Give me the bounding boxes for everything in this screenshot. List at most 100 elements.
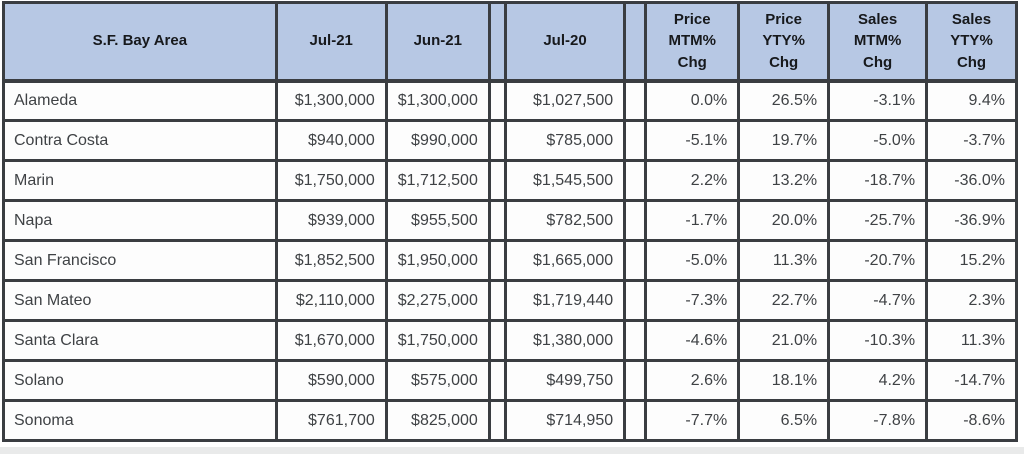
table-row: Sonoma $761,700 $825,000 $714,950 -7.7% … <box>2 399 1018 442</box>
price-mtm-cell: -7.7% <box>644 399 741 442</box>
spacer-cell <box>623 399 648 442</box>
col-header-spacer <box>487 1 507 83</box>
spacer-cell <box>623 199 648 242</box>
price-yty-cell: 18.1% <box>737 359 831 402</box>
price-yty-cell: 20.0% <box>737 199 831 242</box>
region-cell: San Francisco <box>2 239 278 282</box>
page-bottom-strip <box>0 447 1024 454</box>
price-mtm-cell: 2.6% <box>644 359 741 402</box>
jul20-cell: $1,380,000 <box>503 319 627 362</box>
price-mtm-cell: -5.1% <box>644 119 741 162</box>
col-header-jul20: Jul-20 <box>503 1 627 83</box>
price-yty-cell: 11.3% <box>737 239 831 282</box>
jun21-cell: $1,750,000 <box>384 319 491 362</box>
spacer-cell <box>487 359 507 402</box>
jul20-cell: $1,719,440 <box>503 279 627 322</box>
price-mtm-cell: -5.0% <box>644 239 741 282</box>
col-header-spacer <box>623 1 648 83</box>
spacer-cell <box>623 319 648 362</box>
spacer-cell <box>623 279 648 322</box>
price-mtm-cell: -7.3% <box>644 279 741 322</box>
spacer-cell <box>487 159 507 202</box>
table-row: Contra Costa $940,000 $990,000 $785,000 … <box>2 119 1018 162</box>
spacer-cell <box>623 239 648 282</box>
col-header-sales-mtm: Sales MTM% Chg <box>827 1 929 83</box>
region-cell: Santa Clara <box>2 319 278 362</box>
region-cell: Alameda <box>2 79 278 122</box>
col-header-price-yty: Price YTY% Chg <box>737 1 831 83</box>
jul21-cell: $1,300,000 <box>274 79 388 122</box>
jun21-cell: $1,712,500 <box>384 159 491 202</box>
sales-yty-cell: -14.7% <box>925 359 1018 402</box>
region-cell: Marin <box>2 159 278 202</box>
jul21-cell: $940,000 <box>274 119 388 162</box>
sales-yty-cell: -36.9% <box>925 199 1018 242</box>
sales-yty-cell: 9.4% <box>925 79 1018 122</box>
spacer-cell <box>623 359 648 402</box>
price-yty-cell: 22.7% <box>737 279 831 322</box>
jul20-cell: $714,950 <box>503 399 627 442</box>
jul21-cell: $1,670,000 <box>274 319 388 362</box>
jul21-cell: $761,700 <box>274 399 388 442</box>
jun21-cell: $1,300,000 <box>384 79 491 122</box>
region-cell: Sonoma <box>2 399 278 442</box>
region-cell: Napa <box>2 199 278 242</box>
sales-yty-cell: 2.3% <box>925 279 1018 322</box>
jul20-cell: $1,545,500 <box>503 159 627 202</box>
col-header-price-mtm: Price MTM% Chg <box>644 1 741 83</box>
jun21-cell: $1,950,000 <box>384 239 491 282</box>
table-row: Alameda $1,300,000 $1,300,000 $1,027,500… <box>2 79 1018 122</box>
jul20-cell: $1,027,500 <box>503 79 627 122</box>
price-yty-cell: 6.5% <box>737 399 831 442</box>
jul21-cell: $1,750,000 <box>274 159 388 202</box>
spacer-cell <box>487 319 507 362</box>
jul21-cell: $1,852,500 <box>274 239 388 282</box>
jul21-cell: $939,000 <box>274 199 388 242</box>
sales-yty-cell: 15.2% <box>925 239 1018 282</box>
price-mtm-cell: 2.2% <box>644 159 741 202</box>
col-header-region: S.F. Bay Area <box>2 1 278 83</box>
table-body: Alameda $1,300,000 $1,300,000 $1,027,500… <box>2 79 1018 442</box>
jul21-cell: $590,000 <box>274 359 388 402</box>
sales-yty-cell: 11.3% <box>925 319 1018 362</box>
spacer-cell <box>487 399 507 442</box>
sales-yty-cell: -3.7% <box>925 119 1018 162</box>
sales-mtm-cell: -18.7% <box>827 159 929 202</box>
bay-area-price-table: S.F. Bay Area Jul-21 Jun-21 Jul-20 Price… <box>2 1 1018 442</box>
spacer-cell <box>487 199 507 242</box>
sales-mtm-cell: -10.3% <box>827 319 929 362</box>
col-header-sales-yty: Sales YTY% Chg <box>925 1 1018 83</box>
price-mtm-cell: -1.7% <box>644 199 741 242</box>
sales-mtm-cell: -4.7% <box>827 279 929 322</box>
spacer-cell <box>623 119 648 162</box>
sales-mtm-cell: -3.1% <box>827 79 929 122</box>
header-row: S.F. Bay Area Jul-21 Jun-21 Jul-20 Price… <box>2 1 1018 83</box>
jun21-cell: $990,000 <box>384 119 491 162</box>
table-row: Santa Clara $1,670,000 $1,750,000 $1,380… <box>2 319 1018 362</box>
sales-mtm-cell: -20.7% <box>827 239 929 282</box>
price-mtm-cell: -4.6% <box>644 319 741 362</box>
price-mtm-cell: 0.0% <box>644 79 741 122</box>
sales-yty-cell: -8.6% <box>925 399 1018 442</box>
spacer-cell <box>487 119 507 162</box>
table-row: San Mateo $2,110,000 $2,275,000 $1,719,4… <box>2 279 1018 322</box>
price-yty-cell: 19.7% <box>737 119 831 162</box>
table-row: Solano $590,000 $575,000 $499,750 2.6% 1… <box>2 359 1018 402</box>
spacer-cell <box>487 79 507 122</box>
jun21-cell: $955,500 <box>384 199 491 242</box>
jun21-cell: $825,000 <box>384 399 491 442</box>
table-header: S.F. Bay Area Jul-21 Jun-21 Jul-20 Price… <box>2 1 1018 83</box>
spacer-cell <box>623 79 648 122</box>
spacer-cell <box>487 279 507 322</box>
table-row: San Francisco $1,852,500 $1,950,000 $1,6… <box>2 239 1018 282</box>
sales-mtm-cell: -7.8% <box>827 399 929 442</box>
region-cell: Solano <box>2 359 278 402</box>
jul20-cell: $785,000 <box>503 119 627 162</box>
spacer-cell <box>487 239 507 282</box>
region-cell: Contra Costa <box>2 119 278 162</box>
sales-mtm-cell: -25.7% <box>827 199 929 242</box>
sales-mtm-cell: -5.0% <box>827 119 929 162</box>
jun21-cell: $575,000 <box>384 359 491 402</box>
sales-yty-cell: -36.0% <box>925 159 1018 202</box>
